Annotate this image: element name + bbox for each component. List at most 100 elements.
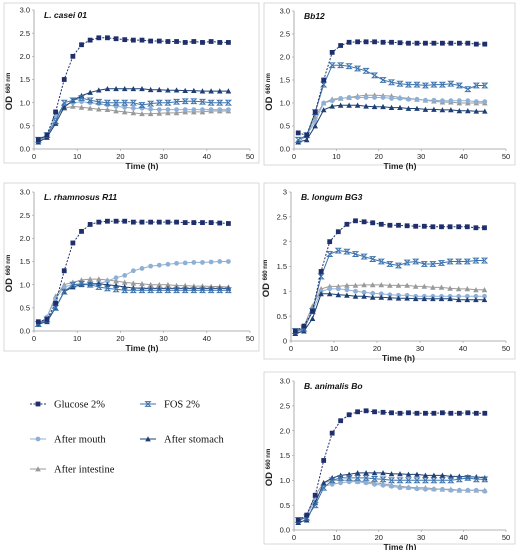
data-point-mouth [372,95,377,100]
data-point-intestine [165,110,171,116]
legend-label: After intestine [54,465,115,476]
data-point-glucose [372,409,377,415]
data-point-stomach [87,89,93,95]
data-point-fos [396,80,404,87]
data-point-glucose [130,37,136,43]
x-axis-label: Time (h) [126,343,159,353]
data-point-stomach [447,295,453,302]
data-point-fos [147,100,155,107]
data-point-stomach [405,471,412,477]
data-point-stomach [455,296,462,303]
legend-label: Glucose 2% [54,400,105,411]
data-point-intestine [455,286,462,292]
series-glucose [35,218,231,325]
data-point-stomach [378,294,385,300]
data-point-mouth [397,485,403,491]
data-point-glucose [329,430,335,436]
data-point-fos [164,99,172,106]
data-point-stomach [388,471,395,477]
x-tick-label: 30 [159,334,167,343]
y-tick-label: 3.0 [20,188,30,197]
data-point-glucose [130,219,136,225]
data-point-intestine [481,287,488,293]
data-point-glucose [295,517,301,523]
data-point-intestine [113,108,119,114]
panel-frame [3,182,260,352]
data-point-fos [386,261,394,267]
x-tick-label: 10 [332,533,340,542]
chart-panel-3: 0.0 0.5 1.0 1.5 2.0 2.5 3.0 0 10 20 30 40 50 Time (h)… [3,182,260,353]
data-point-glucose [208,39,214,44]
data-point-mouth [208,107,214,113]
data-point-glucose [421,223,427,229]
data-point-glucose [301,323,307,329]
data-point-glucose [148,219,154,225]
legend-entry-mouth: After mouth [30,435,106,446]
data-point-mouth [448,487,454,493]
y-tick-label: 2.0 [20,52,30,61]
chart-title: B. animalis Bo [304,381,363,391]
data-point-fos [362,474,370,481]
data-point-fos [198,287,207,294]
y-tick-label: 0.0 [280,526,290,535]
x-tick-label: 0 [292,152,296,161]
data-point-mouth [414,486,420,492]
y-tick-label: 2.0 [280,53,290,62]
data-point-stomach [369,294,376,300]
y-tick-label: 1.0 [280,99,290,108]
data-point-mouth [312,119,318,124]
data-point-fos [379,77,387,83]
data-point-stomach [482,108,488,114]
data-point-glucose [96,35,102,41]
data-point-intestine [130,110,137,116]
data-point-glucose [448,40,454,46]
y-tick-label: 0.5 [280,501,290,510]
data-point-intestine [438,284,445,290]
data-point-fos [121,99,129,106]
y-tick-label: 0.5 [20,303,30,312]
data-point-mouth [130,105,136,111]
data-point-stomach [388,104,395,110]
data-point-fos [138,102,146,108]
chart-title: L. rhamnosus R11 [44,192,117,202]
data-point-fos [207,99,215,106]
data-point-glucose [318,269,324,274]
data-point-mouth [473,99,479,105]
data-point-stomach [156,86,163,93]
data-point-glucose [465,40,471,46]
data-point-mouth [191,260,197,265]
data-point-stomach [380,103,386,110]
data-point-fos [464,86,472,93]
data-point-intestine [395,282,402,288]
data-point-stomach [320,107,327,113]
legend-marker-fos [144,401,152,407]
data-point-stomach [422,106,429,112]
data-point-mouth [389,96,394,101]
data-point-intestine [121,279,128,285]
data-point-fos [421,82,430,89]
data-point-glucose [165,219,171,225]
y-tick-label: 0.5 [20,121,30,130]
data-point-fos [413,477,421,484]
data-point-intestine [369,282,376,288]
data-point-stomach [430,295,436,302]
data-point-glucose [312,109,318,115]
data-point-stomach [473,108,480,114]
data-point-glucose [338,418,344,424]
data-point-mouth [208,259,214,265]
data-point-mouth [473,487,479,493]
data-point-fos [377,258,385,265]
data-point-glucose [404,223,410,229]
data-point-stomach [130,85,137,92]
data-point-glucose [327,239,333,245]
legend: Glucose 2% FOS 2% After mouth After stomach… [30,400,225,476]
data-point-fos [447,477,455,484]
y-tick-label: 1.5 [280,451,290,460]
data-point-intestine [352,282,359,288]
data-point-fos [224,287,233,294]
data-point-fos [343,248,351,255]
data-point-mouth [431,97,437,103]
data-point-stomach [363,103,369,109]
data-point-fos [337,62,345,69]
x-tick-label: 50 [502,344,510,353]
